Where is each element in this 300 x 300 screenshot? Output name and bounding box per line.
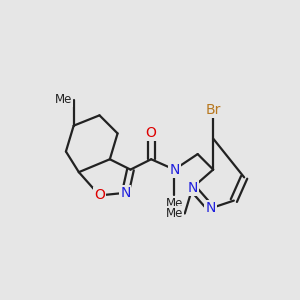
Text: Me: Me xyxy=(55,93,72,106)
Text: Me: Me xyxy=(166,197,183,210)
Text: N: N xyxy=(187,181,198,195)
Text: Br: Br xyxy=(206,103,221,117)
Text: N: N xyxy=(120,186,130,200)
Text: O: O xyxy=(146,126,157,140)
Text: N: N xyxy=(206,201,216,215)
Text: O: O xyxy=(94,188,105,203)
Text: N: N xyxy=(169,163,180,177)
Text: Me: Me xyxy=(166,207,184,220)
